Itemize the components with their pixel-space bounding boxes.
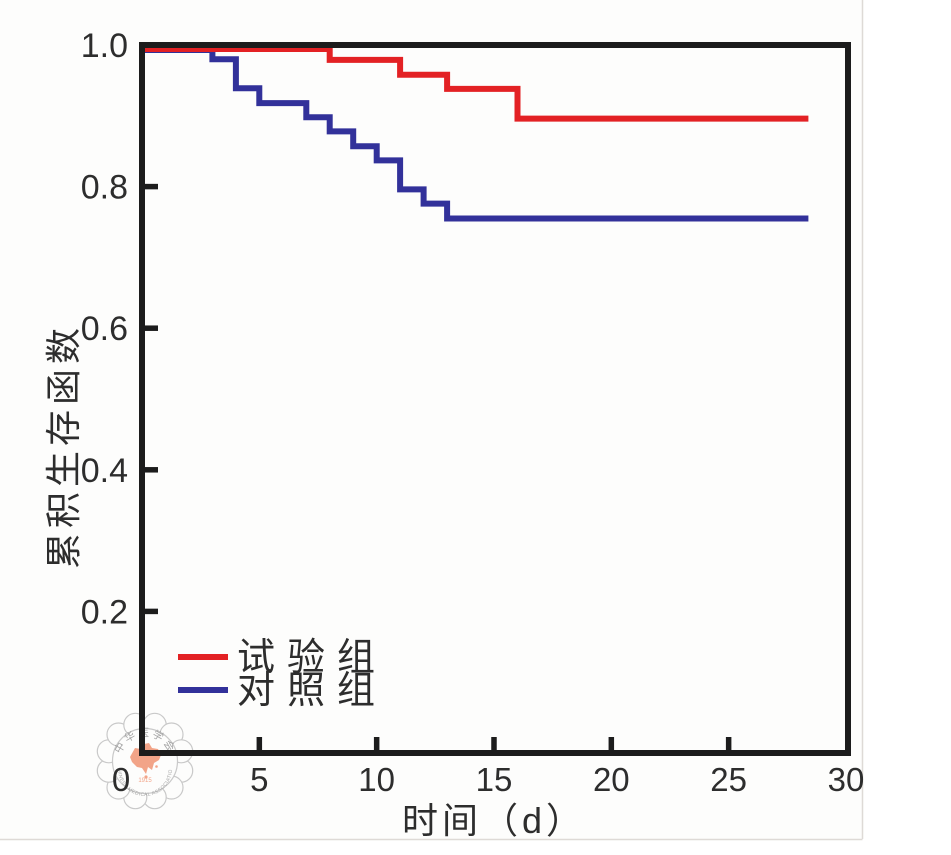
plot-frame (139, 42, 851, 756)
y-tick-label-0.4: 0.4 (81, 452, 128, 490)
legend-label-experimental: 试验组 (237, 637, 387, 679)
x-axis-title: 时间（d） (402, 800, 586, 841)
plot-page-area (0, 0, 862, 839)
legend: 试验组 对照组 (178, 637, 387, 712)
x-tick-label-0: 0 (112, 761, 130, 798)
china-map-hainan-dot (144, 775, 148, 779)
y-tick-label-0.2: 0.2 (81, 593, 128, 631)
china-map-taiwan-dot (155, 765, 158, 768)
seal-founding-year: 1915 (138, 778, 152, 784)
x-tick-label-10: 10 (358, 761, 395, 798)
x-tick-label-15: 15 (476, 761, 513, 798)
curve-experimental-group (145, 46, 809, 122)
y-tick-label-0.6: 0.6 (81, 310, 128, 348)
legend-label-control: 对照组 (237, 670, 387, 712)
x-tick-label-5: 5 (250, 761, 268, 798)
y-axis-title: 累积生存函数 (43, 323, 84, 569)
curve-control-group (145, 47, 809, 222)
y-tick-label-1.0: 1.0 (81, 27, 128, 65)
x-tick-label-25: 25 (710, 761, 747, 798)
y-tick-label-0.8: 0.8 (81, 169, 128, 207)
axis-ticks (145, 183, 732, 750)
x-tick-label-30: 30 (828, 761, 865, 798)
x-tick-label-20: 20 (593, 761, 630, 798)
axis-tick-labels: 0 5 10 15 20 25 30 1.0 0.8 0.6 0.4 0.2 (81, 27, 865, 798)
